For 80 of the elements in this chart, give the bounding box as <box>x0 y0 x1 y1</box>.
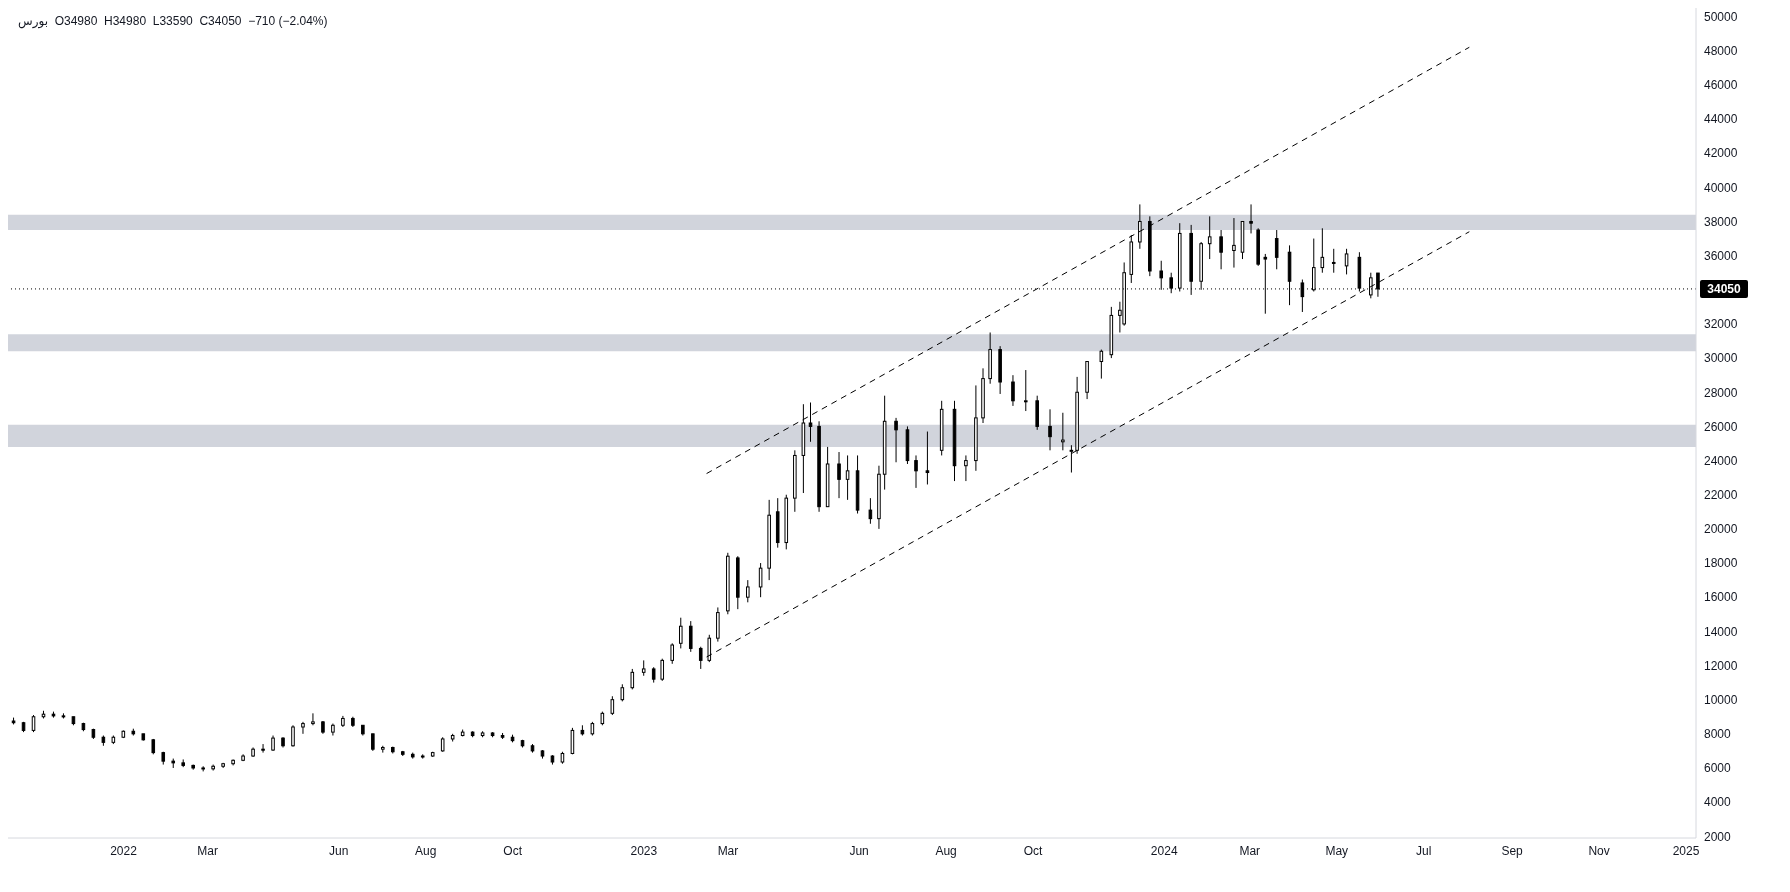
x-tick-label: 2024 <box>1150 843 1178 858</box>
candlestick <box>1207 215 1212 260</box>
y-tick-label: 50000 <box>1704 9 1738 24</box>
candlestick <box>670 642 675 665</box>
candlestick <box>1249 203 1253 234</box>
x-tick-label: Nov <box>1588 843 1610 858</box>
candlestick <box>1138 203 1142 250</box>
x-tick-label: 2025 <box>1672 843 1700 858</box>
candlestick <box>570 727 575 755</box>
y-tick-label: 4000 <box>1704 795 1732 810</box>
candlestick <box>688 620 693 653</box>
y-tick-label: 30000 <box>1704 351 1738 366</box>
x-tick-label: Oct <box>1023 843 1044 858</box>
x-tick-label: Mar <box>197 843 218 858</box>
candlestick <box>845 454 850 501</box>
candlestick <box>678 617 683 649</box>
y-tick-label: 2000 <box>1704 829 1732 844</box>
y-tick-label: 20000 <box>1704 522 1738 537</box>
candlestick <box>1320 227 1325 274</box>
x-tick-label: 2022 <box>110 843 138 858</box>
candlestick <box>758 562 763 598</box>
y-tick-label: 10000 <box>1704 692 1738 707</box>
y-tick-label: 32000 <box>1704 317 1738 332</box>
candlestick <box>630 668 635 690</box>
candlestick <box>914 454 918 489</box>
x-tick-label: Mar <box>717 843 739 858</box>
candlestick <box>964 454 968 482</box>
candlestick <box>1061 412 1065 451</box>
candlestick <box>261 743 265 754</box>
candlestick <box>1099 349 1104 380</box>
x-tick-label: Oct <box>503 843 523 858</box>
candlestick <box>698 646 703 670</box>
y-tick-label: 12000 <box>1704 658 1738 673</box>
x-tick-label: Mar <box>1239 843 1261 858</box>
candlestick <box>311 712 315 726</box>
ref-line-label: 34050 <box>1707 281 1742 296</box>
y-tick-label: 48000 <box>1704 43 1738 58</box>
candlestick <box>1331 248 1336 274</box>
y-tick-label: 24000 <box>1704 453 1738 468</box>
text: بورس O34980 H34980 L33590 C34050 −710 (−2.04%) <box>18 14 328 28</box>
x-tick-label: Aug <box>415 843 437 858</box>
y-tick-label: 26000 <box>1704 419 1738 434</box>
y-tick-label: 14000 <box>1704 624 1738 639</box>
candlestick <box>1069 444 1074 474</box>
candlestick <box>746 579 750 603</box>
candlestick <box>1219 229 1223 270</box>
candlestick <box>1011 374 1015 407</box>
candlestick <box>1344 248 1349 275</box>
x-tick-label: May <box>1325 843 1349 858</box>
candlestick <box>868 497 873 525</box>
y-tick-label: 42000 <box>1704 146 1738 161</box>
x-tick-label: Jun <box>849 843 869 858</box>
candlestick <box>610 695 615 716</box>
candlestick <box>925 431 930 485</box>
candlestick <box>894 417 898 463</box>
candlestick <box>291 724 295 748</box>
y-tick-label: 38000 <box>1704 214 1738 229</box>
candlestick <box>1024 369 1028 412</box>
x-tick-label: Sep <box>1501 843 1524 858</box>
candlestick <box>837 451 841 499</box>
y-tick-label: 22000 <box>1704 487 1738 502</box>
y-tick-label: 46000 <box>1704 78 1738 93</box>
candlestick <box>808 402 813 443</box>
y-tick-label: 40000 <box>1704 180 1738 195</box>
y-tick-label: 36000 <box>1704 248 1738 263</box>
x-tick-label: Jul <box>1416 843 1432 858</box>
candlestick <box>660 658 665 682</box>
candlestick <box>1048 408 1052 451</box>
x-tick-label: Aug <box>935 843 957 858</box>
candlestick <box>301 721 305 735</box>
y-tick-label: 44000 <box>1704 112 1738 127</box>
x-tick-label: 2023 <box>630 843 658 858</box>
candlestick <box>1274 229 1279 270</box>
x-tick-label: Jun <box>329 843 349 858</box>
y-tick-label: 18000 <box>1704 556 1738 571</box>
candlestick <box>1232 217 1236 269</box>
y-tick-label: 16000 <box>1704 590 1738 605</box>
y-tick-label: 8000 <box>1704 727 1732 742</box>
y-tick-label: 6000 <box>1704 761 1732 776</box>
y-tick-label: 28000 <box>1704 385 1738 400</box>
